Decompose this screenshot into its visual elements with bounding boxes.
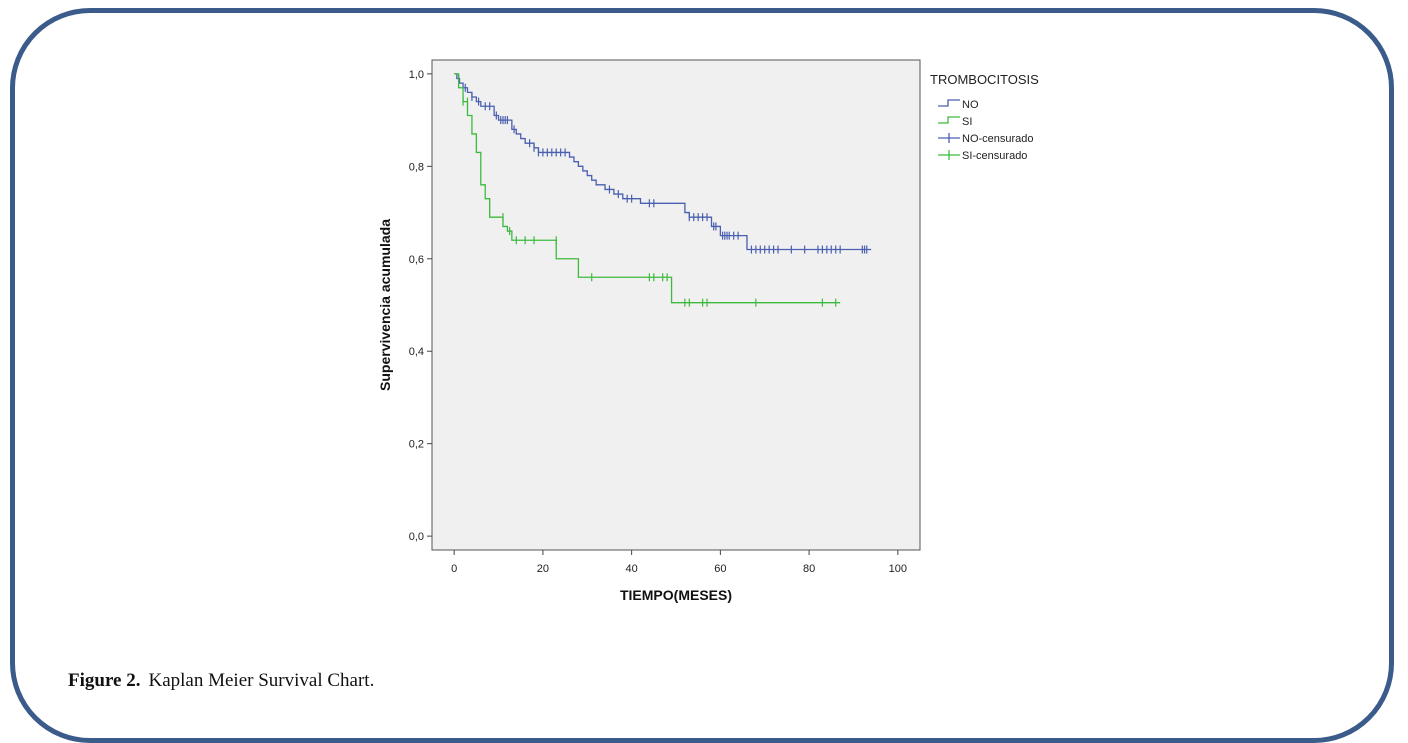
- y-tick-label: 0,6: [409, 254, 424, 266]
- survival-curve-si: [454, 73, 841, 304]
- x-tick-label: 80: [803, 563, 815, 575]
- x-tick-label: 0: [451, 563, 457, 575]
- legend: TROMBOCITOSIS NO SI NO-censurado SI-censura…: [930, 72, 1039, 162]
- figure-caption: Figure 2. Kaplan Meier Survival Chart.: [68, 670, 374, 692]
- plot-area: [431, 59, 921, 551]
- y-tick-label: 0,4: [409, 346, 424, 358]
- legend-entry-label: NO-censurado: [962, 133, 1034, 145]
- x-tick-label: 40: [626, 563, 638, 575]
- x-tick-label: 60: [714, 563, 726, 575]
- legend-entry-label: SI: [962, 116, 972, 128]
- figure-caption-label: Figure 2.: [68, 670, 141, 691]
- legend-entry-label: SI-censurado: [962, 150, 1027, 162]
- series-no: [454, 73, 872, 254]
- y-tick-label: 0,2: [409, 439, 424, 451]
- y-axis: 0,0 0,2 0,4 0,6 0,8 1,0: [409, 69, 432, 543]
- x-axis-label: TIEMPO(MESES): [620, 587, 732, 603]
- x-tick-label: 100: [889, 563, 907, 575]
- y-tick-label: 0,8: [409, 161, 424, 173]
- legend-entry-label: NO: [962, 99, 979, 111]
- figure-caption-text: Kaplan Meier Survival Chart.: [148, 670, 375, 691]
- series-si: [454, 73, 841, 307]
- x-axis: 0 20 40 60 80 100: [451, 550, 907, 575]
- survival-curve-no: [454, 73, 872, 251]
- legend-title: TROMBOCITOSIS: [930, 72, 1039, 87]
- x-tick-label: 20: [537, 563, 549, 575]
- series-layer: [454, 73, 872, 307]
- y-axis-label: Supervivencia acumulada: [377, 219, 393, 391]
- y-tick-label: 0,0: [409, 531, 424, 543]
- legend-swatch-si: [938, 116, 960, 124]
- y-tick-label: 1,0: [409, 69, 424, 81]
- legend-swatch-no: [938, 99, 960, 107]
